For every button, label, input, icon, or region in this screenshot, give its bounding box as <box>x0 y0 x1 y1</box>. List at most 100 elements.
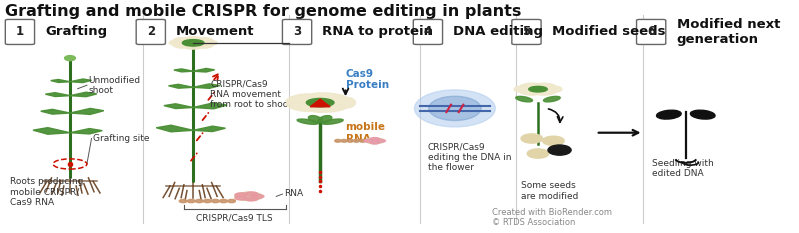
Text: CRISPR/Cas9
RNA movement
from root to shoot: CRISPR/Cas9 RNA movement from root to sh… <box>210 80 292 110</box>
Circle shape <box>182 40 204 46</box>
Polygon shape <box>193 103 227 109</box>
FancyBboxPatch shape <box>413 19 443 45</box>
Ellipse shape <box>360 139 366 142</box>
Ellipse shape <box>169 40 183 45</box>
FancyBboxPatch shape <box>282 19 312 45</box>
Circle shape <box>235 196 247 200</box>
Ellipse shape <box>366 139 372 142</box>
Polygon shape <box>50 79 70 82</box>
Circle shape <box>252 195 264 198</box>
Ellipse shape <box>520 83 539 88</box>
Text: Grafting and mobile CRISPR for genome editing in plants: Grafting and mobile CRISPR for genome ed… <box>5 4 521 19</box>
Text: Roots producing
mobile CRISPR/
Cas9 RNA: Roots producing mobile CRISPR/ Cas9 RNA <box>10 177 83 207</box>
Text: Created with BioRender.com
© RTDS Association: Created with BioRender.com © RTDS Associ… <box>492 208 612 227</box>
Ellipse shape <box>516 96 532 102</box>
Polygon shape <box>193 69 215 72</box>
Polygon shape <box>46 93 70 96</box>
Ellipse shape <box>657 110 682 119</box>
Polygon shape <box>310 99 330 107</box>
Ellipse shape <box>415 90 495 127</box>
FancyBboxPatch shape <box>512 19 541 45</box>
Polygon shape <box>70 92 97 97</box>
Text: Movement: Movement <box>177 25 255 38</box>
Text: RNA: RNA <box>284 189 303 198</box>
Ellipse shape <box>203 40 217 45</box>
Ellipse shape <box>347 139 353 142</box>
Ellipse shape <box>543 96 560 102</box>
Circle shape <box>235 192 262 201</box>
Text: Grafting: Grafting <box>46 25 108 38</box>
Text: 2: 2 <box>147 25 155 38</box>
Ellipse shape <box>185 37 201 41</box>
Ellipse shape <box>543 136 564 145</box>
Ellipse shape <box>65 56 75 61</box>
Circle shape <box>370 137 380 140</box>
Ellipse shape <box>527 149 549 158</box>
Ellipse shape <box>548 145 571 155</box>
Ellipse shape <box>334 97 356 108</box>
Polygon shape <box>164 104 193 109</box>
Text: Unmodified
shoot: Unmodified shoot <box>89 75 141 95</box>
Ellipse shape <box>204 199 211 203</box>
Ellipse shape <box>228 199 236 203</box>
Text: CRISPR/Cas9 TLS: CRISPR/Cas9 TLS <box>197 213 273 222</box>
Text: 3: 3 <box>293 25 301 38</box>
Ellipse shape <box>286 94 314 104</box>
Text: Modified next
generation: Modified next generation <box>677 18 780 46</box>
Ellipse shape <box>212 199 219 203</box>
Polygon shape <box>193 84 220 88</box>
Polygon shape <box>70 79 92 82</box>
Ellipse shape <box>185 45 201 49</box>
Text: CRISPR/Cas9
editing the DNA in
the flower: CRISPR/Cas9 editing the DNA in the flowe… <box>428 142 511 172</box>
FancyBboxPatch shape <box>136 19 165 45</box>
Ellipse shape <box>318 116 332 123</box>
Circle shape <box>245 197 257 201</box>
Ellipse shape <box>548 86 562 92</box>
Ellipse shape <box>179 199 187 203</box>
Circle shape <box>376 139 386 142</box>
Text: mobile
RNA: mobile RNA <box>345 122 386 144</box>
Polygon shape <box>70 129 102 134</box>
Polygon shape <box>174 69 193 72</box>
Circle shape <box>245 192 257 196</box>
FancyBboxPatch shape <box>6 19 34 45</box>
Ellipse shape <box>188 199 195 203</box>
Ellipse shape <box>308 116 322 123</box>
Ellipse shape <box>690 110 715 119</box>
Text: Grafting site: Grafting site <box>93 134 149 143</box>
Text: 1: 1 <box>16 25 24 38</box>
Ellipse shape <box>429 96 481 120</box>
Ellipse shape <box>173 44 189 48</box>
Circle shape <box>529 86 547 92</box>
Text: Cas9
Protein: Cas9 Protein <box>345 69 388 90</box>
Ellipse shape <box>197 44 213 48</box>
Ellipse shape <box>537 83 556 88</box>
Polygon shape <box>193 126 225 132</box>
Ellipse shape <box>310 93 346 100</box>
Ellipse shape <box>196 199 203 203</box>
Polygon shape <box>33 128 70 134</box>
Text: DNA editing: DNA editing <box>453 25 543 38</box>
Ellipse shape <box>173 38 189 42</box>
Text: 5: 5 <box>523 25 531 38</box>
Ellipse shape <box>197 38 213 42</box>
Text: Some seeds
are modified: Some seeds are modified <box>521 181 578 201</box>
Polygon shape <box>156 125 193 132</box>
Circle shape <box>366 138 384 144</box>
Ellipse shape <box>341 139 347 142</box>
FancyBboxPatch shape <box>637 19 666 45</box>
Ellipse shape <box>514 86 528 92</box>
Ellipse shape <box>335 139 341 142</box>
Circle shape <box>370 141 380 144</box>
Text: RNA to protein: RNA to protein <box>323 25 434 38</box>
Text: 4: 4 <box>423 25 432 38</box>
Ellipse shape <box>297 119 318 124</box>
Ellipse shape <box>353 139 360 142</box>
Ellipse shape <box>310 105 346 112</box>
Ellipse shape <box>520 90 539 95</box>
Text: 6: 6 <box>647 25 655 38</box>
Polygon shape <box>169 84 193 88</box>
Ellipse shape <box>322 119 344 124</box>
Ellipse shape <box>220 199 228 203</box>
Text: Modified seeds: Modified seeds <box>552 25 666 38</box>
